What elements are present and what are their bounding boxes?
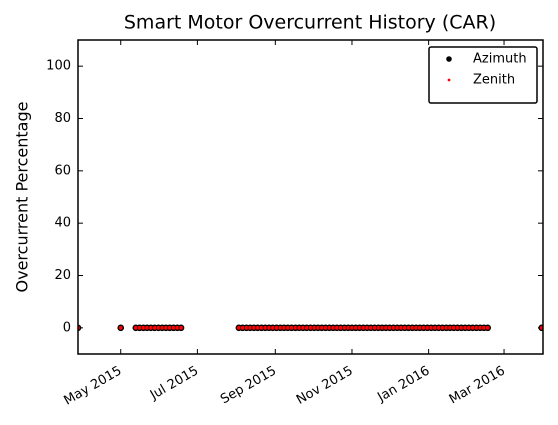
legend-marker: [447, 78, 451, 82]
legend: Azimuth Zenith: [428, 46, 538, 104]
legend-label: Azimuth: [473, 52, 527, 67]
x-tick-label: Nov 2015: [294, 364, 356, 408]
x-tick-label: Jan 2016: [374, 364, 432, 406]
point: [485, 325, 491, 331]
y-tick-label: 100: [46, 59, 71, 74]
chart-title: Smart Motor Overcurrent History (CAR): [124, 12, 496, 34]
y-tick-label: 20: [54, 268, 71, 283]
x-tick-label: Sep 2015: [218, 364, 279, 408]
y-tick-label: 40: [54, 216, 71, 231]
legend-label: Zenith: [473, 73, 515, 88]
legend-marker: [446, 56, 452, 62]
y-axis-label: Overcurrent Percentage: [13, 102, 32, 293]
point: [178, 325, 184, 331]
x-tick-label: May 2015: [61, 364, 124, 409]
point: [539, 325, 543, 331]
x-tick-label: Jul 2015: [147, 364, 201, 404]
y-tick-label: 60: [54, 163, 71, 178]
legend-box: [428, 46, 538, 104]
plot-area: [78, 324, 543, 332]
point: [118, 325, 124, 331]
y-tick-label: 80: [54, 111, 71, 126]
y-tick-label: 0: [63, 320, 71, 335]
plot-frame: [77, 39, 544, 355]
x-tick-label: Mar 2016: [447, 364, 508, 408]
